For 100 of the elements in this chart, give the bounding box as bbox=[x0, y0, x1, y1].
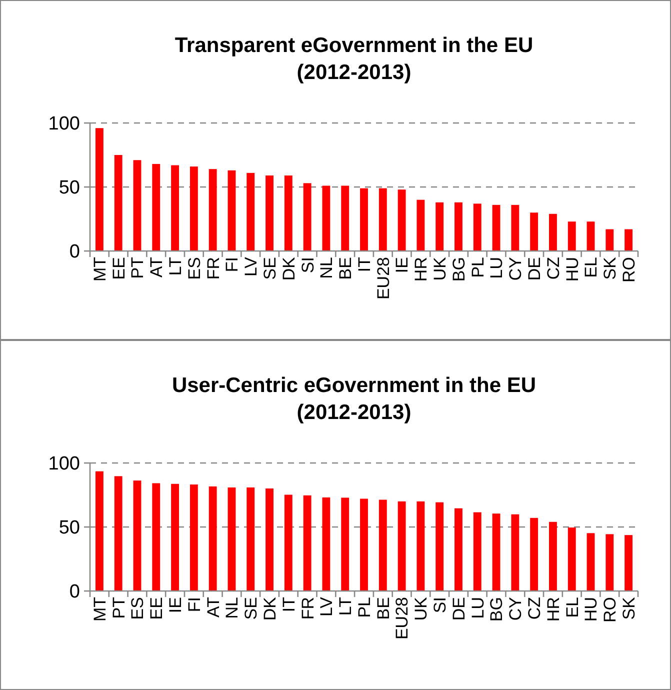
x-tick-label: HU bbox=[582, 597, 601, 622]
x-tick-label: EU28 bbox=[374, 257, 393, 300]
bar bbox=[360, 188, 368, 251]
x-tick-label: FI bbox=[222, 257, 242, 272]
bar bbox=[114, 476, 122, 591]
x-tick-label: PL bbox=[354, 597, 374, 618]
bar bbox=[284, 175, 292, 251]
bar bbox=[624, 535, 633, 591]
x-tick-label: BG bbox=[487, 597, 506, 622]
x-tick-label: LT bbox=[166, 257, 185, 276]
x-tick-label: LV bbox=[242, 256, 261, 277]
x-tick-label: LU bbox=[487, 257, 506, 279]
bar bbox=[492, 204, 500, 251]
bar bbox=[416, 501, 425, 591]
x-tick-label: ES bbox=[128, 597, 148, 620]
bar bbox=[95, 471, 104, 591]
x-tick-label: CY bbox=[506, 257, 526, 281]
bar bbox=[511, 204, 520, 251]
bar bbox=[284, 494, 292, 591]
y-tick-label: 0 bbox=[69, 242, 80, 263]
bar bbox=[548, 214, 557, 251]
x-tick-label: FR bbox=[204, 257, 223, 280]
bar bbox=[114, 155, 122, 251]
bar bbox=[152, 483, 160, 591]
x-tick-label: LT bbox=[336, 597, 356, 616]
x-tick-label: MT bbox=[90, 257, 110, 282]
bar bbox=[606, 534, 614, 591]
bar bbox=[398, 501, 406, 591]
x-tick-label: DE bbox=[525, 257, 544, 281]
bar bbox=[171, 165, 180, 251]
x-tick-label: SI bbox=[430, 597, 450, 614]
x-tick-label: EE bbox=[109, 257, 128, 280]
x-tick-label: SK bbox=[600, 256, 620, 280]
y-tick-label: 50 bbox=[58, 178, 80, 199]
bar bbox=[586, 222, 595, 251]
bar bbox=[568, 528, 576, 591]
bar bbox=[246, 172, 255, 251]
bar bbox=[436, 202, 444, 251]
y-tick-label: 0 bbox=[69, 582, 80, 603]
x-tick-label: EL bbox=[562, 597, 582, 618]
x-tick-label: CZ bbox=[544, 257, 563, 280]
x-tick-label: IE bbox=[392, 257, 412, 274]
x-tick-label: BE bbox=[336, 257, 356, 280]
x-tick-label: ES bbox=[184, 257, 204, 280]
bar bbox=[492, 514, 500, 591]
x-tick-label: PT bbox=[128, 257, 148, 279]
x-tick-label: AT bbox=[204, 597, 223, 618]
bar bbox=[454, 508, 462, 591]
x-tick-label: DE bbox=[449, 597, 468, 621]
bar bbox=[208, 486, 217, 591]
bar bbox=[548, 522, 557, 591]
bar bbox=[190, 484, 198, 591]
bar bbox=[568, 222, 576, 251]
bar bbox=[303, 183, 312, 251]
bar bbox=[208, 169, 217, 251]
bar bbox=[228, 487, 236, 591]
bar bbox=[454, 202, 462, 251]
bar bbox=[246, 487, 255, 591]
x-tick-label: EE bbox=[147, 597, 166, 620]
bar bbox=[398, 190, 406, 251]
x-tick-label: BE bbox=[374, 597, 393, 620]
bar bbox=[95, 128, 104, 251]
x-tick-label: BG bbox=[449, 257, 468, 282]
x-tick-label: IT bbox=[354, 257, 374, 272]
x-tick-label: LU bbox=[468, 597, 488, 619]
x-tick-label: RO bbox=[620, 257, 638, 282]
y-tick-label: 100 bbox=[48, 114, 80, 135]
x-tick-label: SI bbox=[298, 257, 318, 274]
x-tick-label: NL bbox=[222, 597, 242, 619]
y-tick-label: 50 bbox=[58, 518, 80, 539]
bar bbox=[530, 518, 538, 591]
x-tick-label: PL bbox=[468, 257, 488, 278]
bar bbox=[322, 186, 330, 251]
bar bbox=[266, 488, 274, 591]
x-tick-label: CY bbox=[506, 597, 526, 621]
x-tick-label: EU28 bbox=[392, 597, 412, 640]
x-tick-label: HR bbox=[544, 597, 563, 622]
bar bbox=[416, 200, 425, 251]
x-tick-label: FI bbox=[184, 597, 204, 612]
bar bbox=[133, 480, 142, 591]
x-tick-label: RO bbox=[600, 597, 620, 622]
bar bbox=[360, 498, 368, 591]
x-tick-label: DK bbox=[279, 256, 298, 281]
bar bbox=[303, 495, 312, 591]
bar bbox=[473, 512, 482, 591]
bar bbox=[171, 484, 180, 591]
y-tick-label: 100 bbox=[48, 454, 80, 475]
x-tick-label: HR bbox=[412, 257, 431, 282]
x-tick-label: FR bbox=[298, 597, 318, 620]
bar bbox=[606, 229, 614, 251]
bar bbox=[266, 175, 274, 251]
bar bbox=[511, 514, 520, 591]
bar bbox=[378, 500, 387, 591]
bar bbox=[530, 212, 538, 251]
x-tick-label: HU bbox=[562, 257, 582, 282]
x-tick-label: SE bbox=[242, 597, 261, 620]
x-tick-label: EL bbox=[582, 257, 601, 278]
bar bbox=[341, 498, 350, 591]
x-tick-label: SE bbox=[260, 257, 280, 280]
bar bbox=[436, 502, 444, 591]
